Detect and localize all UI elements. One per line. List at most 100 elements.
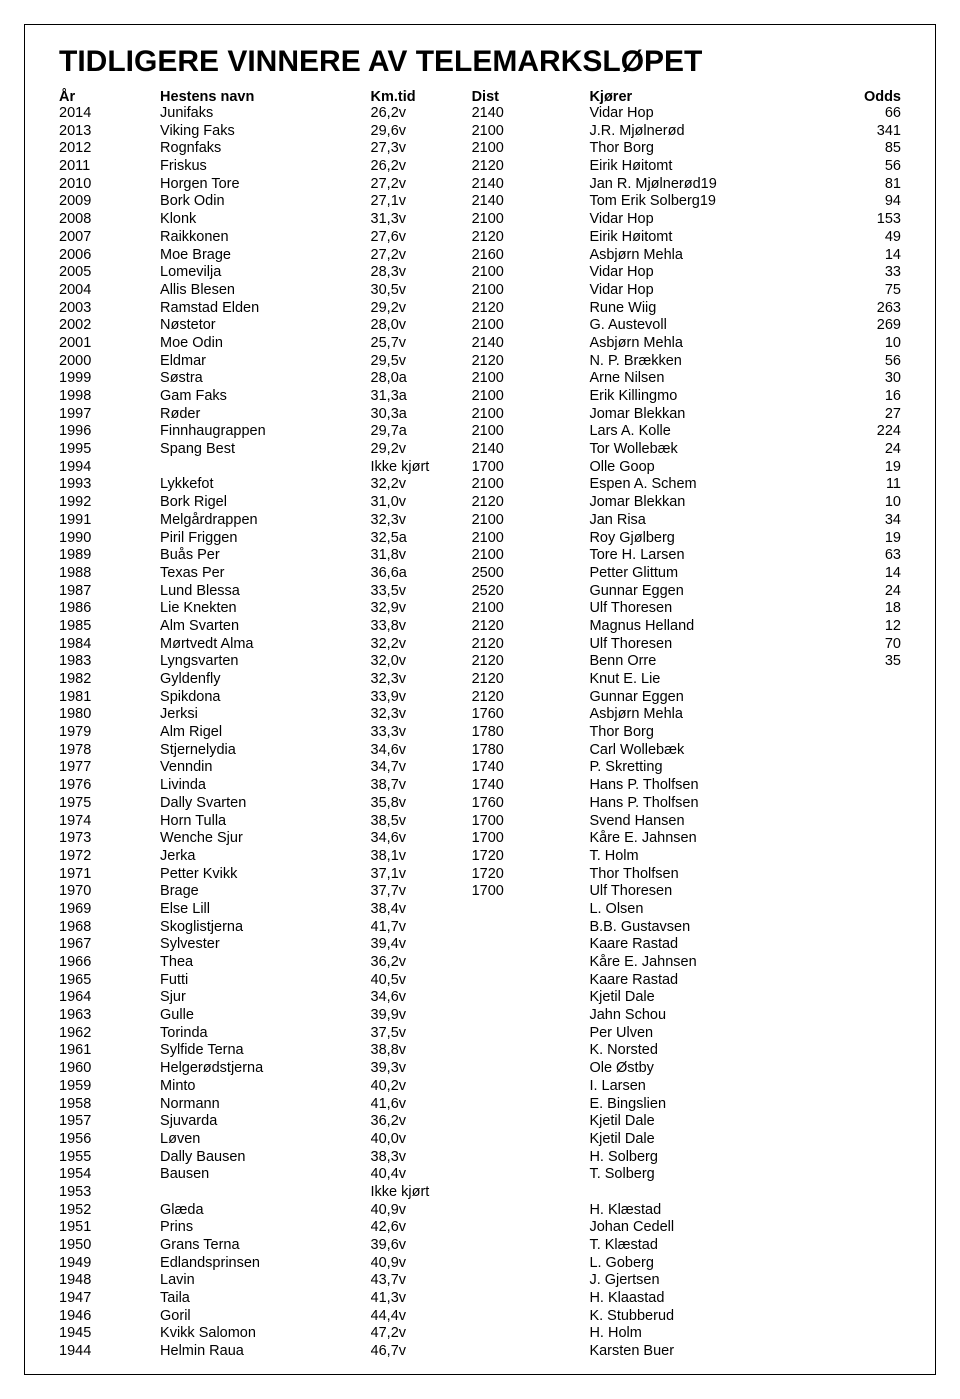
cell-driver: K. Norsted bbox=[589, 1042, 816, 1060]
cell-horse: Glæda bbox=[160, 1202, 371, 1220]
cell-year: 2000 bbox=[59, 353, 160, 371]
cell-dist: 2100 bbox=[472, 512, 590, 530]
cell-driver: T. Klæstad bbox=[589, 1237, 816, 1255]
cell-odds bbox=[817, 724, 901, 742]
cell-dist: 2120 bbox=[472, 229, 590, 247]
cell-horse: Moe Odin bbox=[160, 335, 371, 353]
cell-horse: Gam Faks bbox=[160, 388, 371, 406]
cell-dist: 2140 bbox=[472, 335, 590, 353]
table-row: 2007Raikkonen27,6v2120Eirik Høitomt49 bbox=[59, 229, 901, 247]
cell-horse: Løven bbox=[160, 1131, 371, 1149]
table-row: 1964Sjur34,6vKjetil Dale bbox=[59, 989, 901, 1007]
cell-odds: 81 bbox=[817, 176, 901, 194]
cell-dist: 2100 bbox=[472, 600, 590, 618]
cell-year: 1955 bbox=[59, 1149, 160, 1167]
cell-driver: E. Bingslien bbox=[589, 1096, 816, 1114]
cell-km: 32,2v bbox=[371, 476, 472, 494]
cell-year: 1998 bbox=[59, 388, 160, 406]
cell-horse: Helmin Raua bbox=[160, 1343, 371, 1361]
cell-km: 37,7v bbox=[371, 883, 472, 901]
cell-dist bbox=[472, 1237, 590, 1255]
table-row: 1988Texas Per36,6a2500Petter Glittum14 bbox=[59, 565, 901, 583]
cell-km: 34,6v bbox=[371, 830, 472, 848]
cell-driver: Ole Østby bbox=[589, 1060, 816, 1078]
table-row: 1984Mørtvedt Alma32,2v2120Ulf Thoresen70 bbox=[59, 636, 901, 654]
cell-dist: 2100 bbox=[472, 476, 590, 494]
cell-horse: Gulle bbox=[160, 1007, 371, 1025]
cell-driver: Thor Borg bbox=[589, 140, 816, 158]
cell-horse: Klonk bbox=[160, 211, 371, 229]
cell-year: 1950 bbox=[59, 1237, 160, 1255]
cell-horse: Lomevilja bbox=[160, 264, 371, 282]
cell-dist: 2120 bbox=[472, 618, 590, 636]
cell-horse: Minto bbox=[160, 1078, 371, 1096]
cell-km: 46,7v bbox=[371, 1343, 472, 1361]
cell-km: 39,3v bbox=[371, 1060, 472, 1078]
col-odds: Odds bbox=[817, 89, 901, 105]
cell-year: 1993 bbox=[59, 476, 160, 494]
cell-year: 1983 bbox=[59, 653, 160, 671]
cell-driver: Asbjørn Mehla bbox=[589, 335, 816, 353]
cell-driver: T. Holm bbox=[589, 848, 816, 866]
cell-horse: Thea bbox=[160, 954, 371, 972]
cell-driver: H. Klæstad bbox=[589, 1202, 816, 1220]
cell-km: 37,5v bbox=[371, 1025, 472, 1043]
cell-year: 1968 bbox=[59, 919, 160, 937]
cell-km: 29,2v bbox=[371, 300, 472, 318]
cell-year: 2009 bbox=[59, 193, 160, 211]
cell-driver: Knut E. Lie bbox=[589, 671, 816, 689]
table-row: 1966Thea36,2vKåre E. Jahnsen bbox=[59, 954, 901, 972]
cell-km: 33,9v bbox=[371, 689, 472, 707]
cell-horse: Rognfaks bbox=[160, 140, 371, 158]
cell-dist bbox=[472, 1308, 590, 1326]
cell-dist bbox=[472, 1343, 590, 1361]
cell-dist: 2120 bbox=[472, 689, 590, 707]
cell-horse: Lyngsvarten bbox=[160, 653, 371, 671]
cell-year: 1981 bbox=[59, 689, 160, 707]
cell-odds bbox=[817, 848, 901, 866]
cell-horse: Eldmar bbox=[160, 353, 371, 371]
table-row: 1997Røder30,3a2100Jomar Blekkan27 bbox=[59, 406, 901, 424]
cell-km: 29,7a bbox=[371, 423, 472, 441]
cell-odds bbox=[817, 1325, 901, 1343]
cell-driver: Kaare Rastad bbox=[589, 936, 816, 954]
cell-odds bbox=[817, 1131, 901, 1149]
cell-year: 1948 bbox=[59, 1272, 160, 1290]
table-row: 1989Buås Per31,8v2100Tore H. Larsen63 bbox=[59, 547, 901, 565]
cell-driver: Vidar Hop bbox=[589, 282, 816, 300]
cell-km: 31,0v bbox=[371, 494, 472, 512]
cell-driver: Asbjørn Mehla bbox=[589, 706, 816, 724]
table-row: 1953Ikke kjørt bbox=[59, 1184, 901, 1202]
cell-odds bbox=[817, 813, 901, 831]
cell-driver: Arne Nilsen bbox=[589, 370, 816, 388]
cell-dist: 2100 bbox=[472, 317, 590, 335]
table-row: 1978Stjernelydia34,6v1780Carl Wollebæk bbox=[59, 742, 901, 760]
cell-driver: Eirik Høitomt bbox=[589, 229, 816, 247]
cell-odds bbox=[817, 936, 901, 954]
cell-horse: Viking Faks bbox=[160, 123, 371, 141]
table-row: 2005Lomevilja28,3v2100Vidar Hop33 bbox=[59, 264, 901, 282]
cell-km: 40,0v bbox=[371, 1131, 472, 1149]
table-row: 1951Prins42,6vJohan Cedell bbox=[59, 1219, 901, 1237]
cell-driver: Jomar Blekkan bbox=[589, 406, 816, 424]
table-row: 1958Normann41,6vE. Bingslien bbox=[59, 1096, 901, 1114]
cell-year: 1972 bbox=[59, 848, 160, 866]
cell-driver: Tor Wollebæk bbox=[589, 441, 816, 459]
cell-km: 33,8v bbox=[371, 618, 472, 636]
cell-horse: Skoglistjerna bbox=[160, 919, 371, 937]
cell-horse: Raikkonen bbox=[160, 229, 371, 247]
cell-driver: Jan R. Mjølnerød19 bbox=[589, 176, 816, 194]
cell-year: 1960 bbox=[59, 1060, 160, 1078]
cell-dist: 2120 bbox=[472, 653, 590, 671]
table-row: 2002Nøstetor28,0v2100G. Austevoll269 bbox=[59, 317, 901, 335]
cell-dist bbox=[472, 989, 590, 1007]
cell-dist: 2140 bbox=[472, 193, 590, 211]
cell-horse: Horgen Tore bbox=[160, 176, 371, 194]
cell-dist bbox=[472, 1255, 590, 1273]
winners-table: År Hestens navn Km.tid Dist Kjører Odds … bbox=[59, 89, 901, 1361]
cell-year: 1989 bbox=[59, 547, 160, 565]
table-row: 2001Moe Odin25,7v2140Asbjørn Mehla10 bbox=[59, 335, 901, 353]
cell-horse: Grans Terna bbox=[160, 1237, 371, 1255]
cell-odds: 19 bbox=[817, 530, 901, 548]
cell-odds: 63 bbox=[817, 547, 901, 565]
